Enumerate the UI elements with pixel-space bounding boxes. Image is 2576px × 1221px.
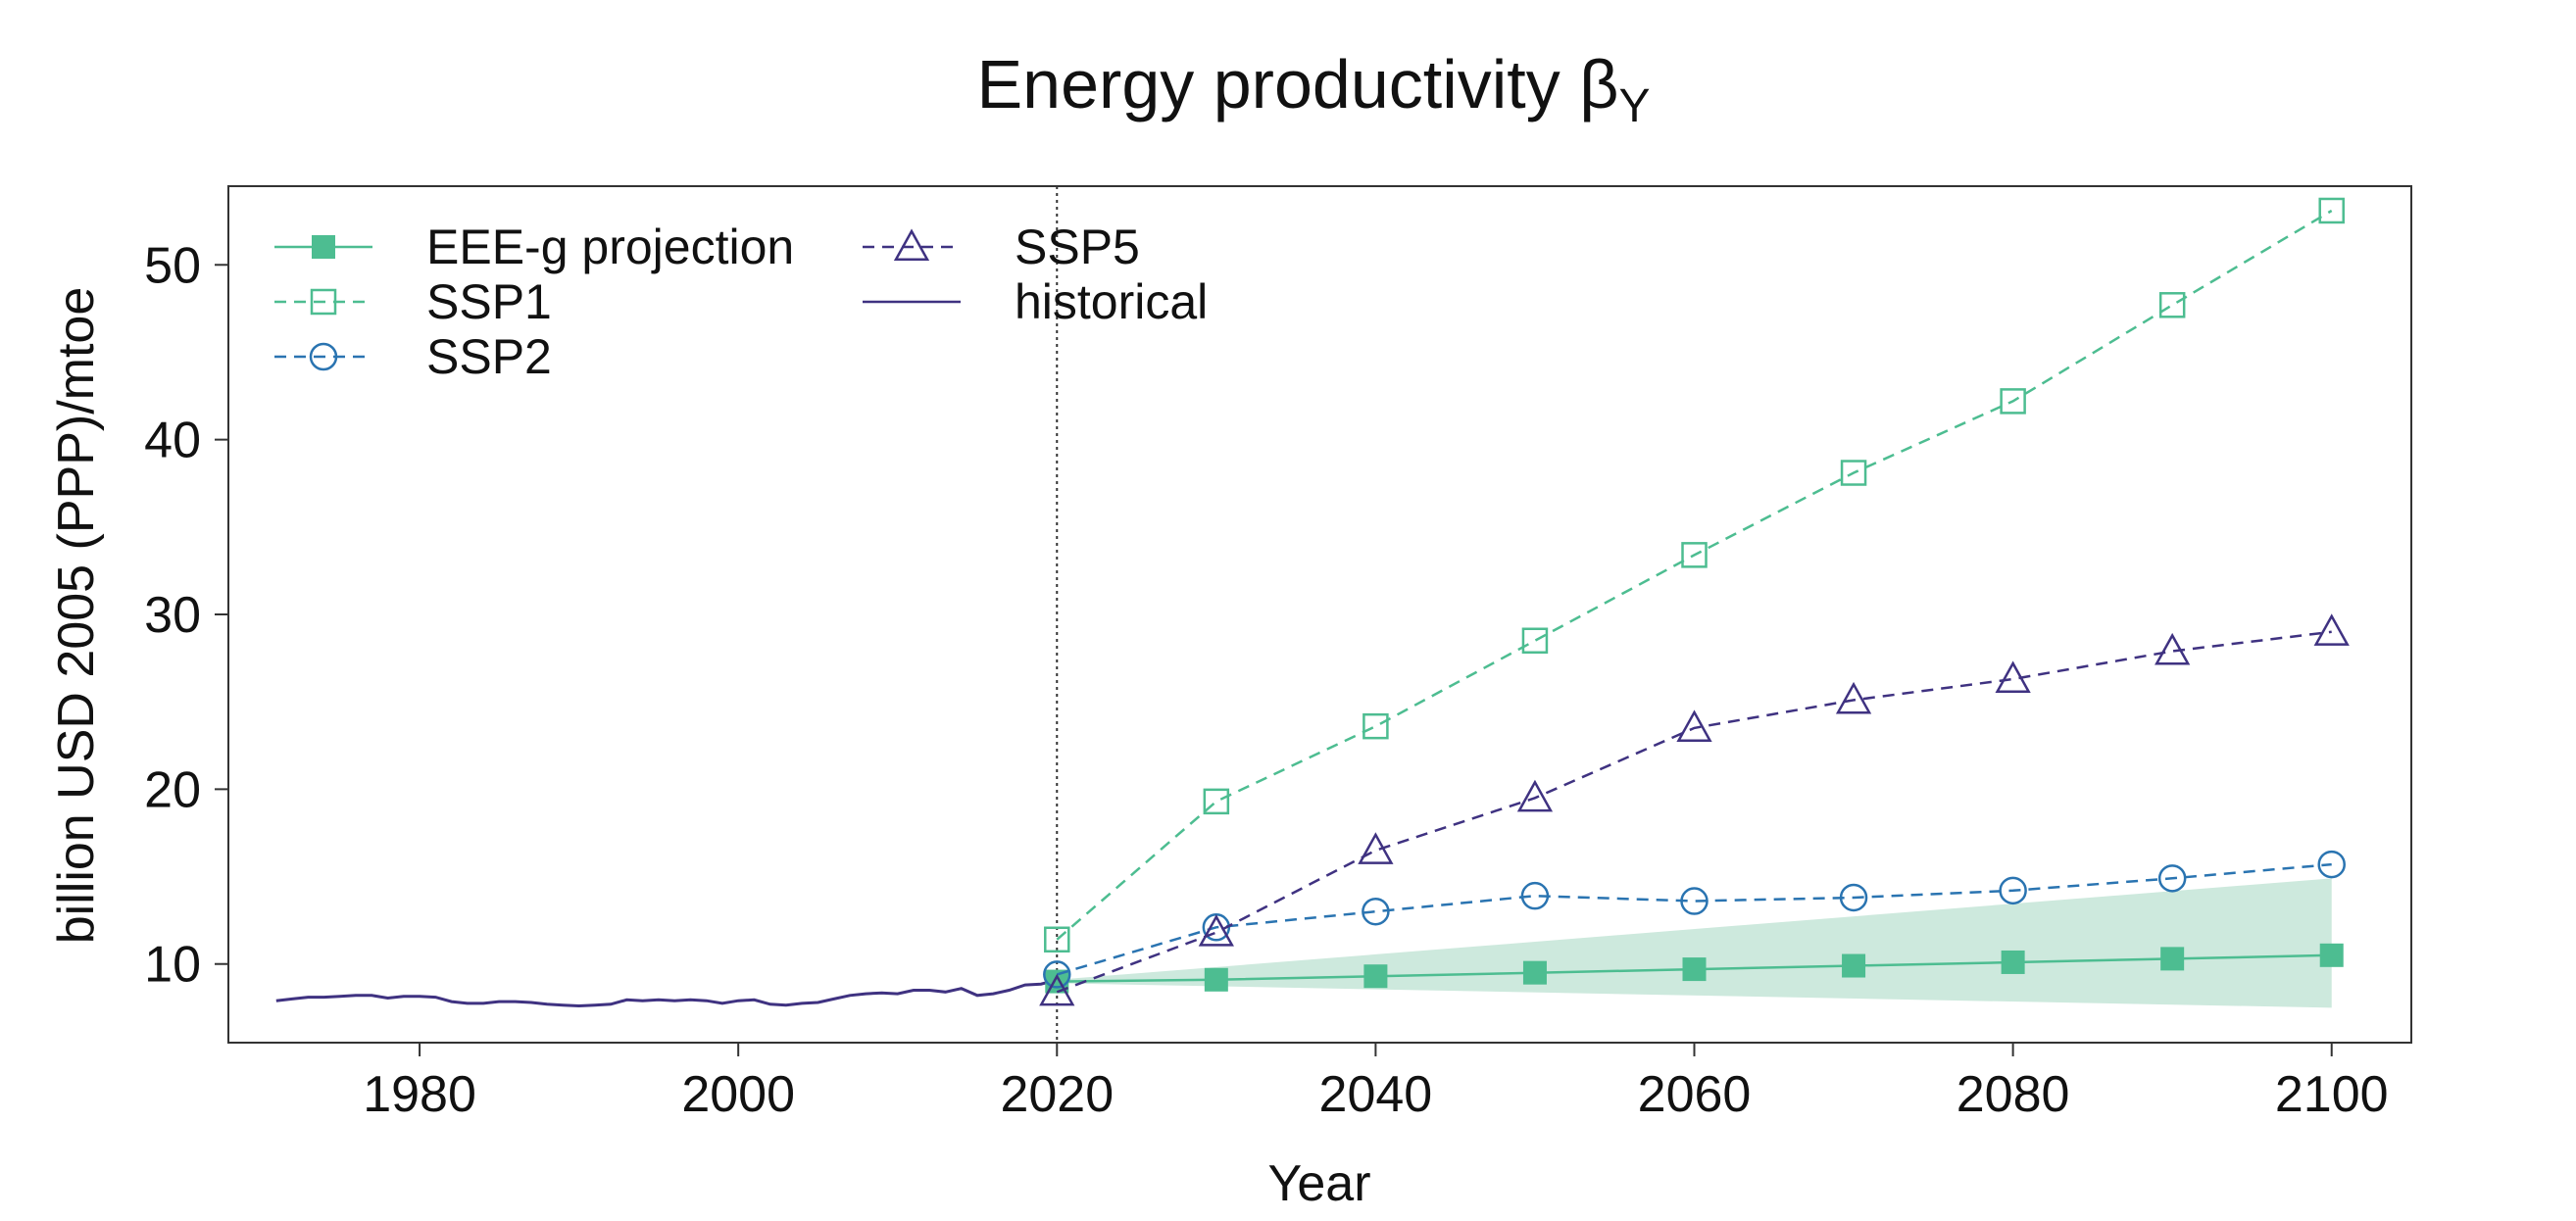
y-tick-label-10: 10	[144, 937, 201, 994]
x-tick-label-2100: 2100	[2275, 1066, 2389, 1123]
series-line-ssp5	[1056, 630, 2332, 994]
x-tick-label-2060: 2060	[1638, 1066, 1752, 1123]
data-point-eee-g-projection-2070	[1842, 953, 1866, 978]
x-tick-label-2040: 2040	[1319, 1066, 1433, 1123]
series-ssp1	[1044, 197, 2345, 953]
legend-label-ssp2: SSP2	[426, 329, 552, 384]
data-point-eee-g-projection-2050	[1522, 960, 1547, 985]
data-point-ssp1-2090	[2158, 292, 2186, 318]
data-point-ssp5-2030	[1198, 914, 1234, 947]
x-tick-label-2000: 2000	[681, 1066, 795, 1123]
y-tick-label-30: 30	[144, 587, 201, 644]
legend-label-ssp5: SSP5	[1015, 220, 1140, 274]
data-point-ssp5-2020	[1039, 973, 1075, 1006]
data-point-ssp5-2060	[1676, 709, 1712, 742]
series-line-historical	[275, 978, 1058, 1008]
y-tick-label-20: 20	[144, 761, 201, 818]
data-point-ssp1-2040	[1362, 712, 1389, 740]
legend-item-ssp2: SSP2	[274, 329, 552, 384]
data-point-ssp1-2030	[1203, 788, 1230, 815]
series-line-ssp2	[1056, 862, 2332, 976]
data-point-eee-g-projection-2100	[2319, 943, 2344, 967]
data-point-ssp2-2060	[1680, 887, 1709, 915]
plot-area	[275, 186, 2350, 1043]
data-point-ssp1-2050	[1521, 627, 1549, 655]
series-historical	[275, 978, 1058, 1008]
data-point-ssp5-2080	[1995, 660, 2031, 694]
data-point-ssp1-2100	[2318, 197, 2345, 224]
y-axis-label: billion USD 2005 (PPP)/mtoe	[48, 287, 105, 945]
data-point-eee-g-projection-2040	[1363, 964, 1388, 989]
legend-swatch-marker-ssp2	[309, 342, 338, 371]
data-point-ssp5-2070	[1835, 681, 1872, 714]
data-point-ssp2-2080	[1999, 876, 2027, 905]
legend-swatch-marker-ssp1	[310, 288, 337, 316]
legend-item-eee-g-projection: EEE-g projection	[274, 220, 794, 274]
data-point-eee-g-projection-2060	[1682, 957, 1707, 982]
legend-item-historical: historical	[863, 274, 1208, 329]
data-point-ssp1-2080	[2000, 388, 2026, 415]
data-point-ssp2-2020	[1043, 960, 1071, 989]
chart-title: Energy productivity βY	[976, 46, 1650, 132]
data-point-ssp2-2040	[1362, 897, 1390, 926]
legend-item-ssp1: SSP1	[274, 274, 552, 329]
series-ssp2	[1043, 850, 2346, 989]
data-point-eee-g-projection-2090	[2160, 947, 2185, 971]
chart-title-subscript: Y	[1618, 80, 1650, 132]
data-point-ssp2-2100	[2317, 850, 2346, 879]
legend-swatch-marker-ssp5	[893, 228, 930, 262]
x-tick-label-2080: 2080	[1957, 1066, 2070, 1123]
series-eee-g-projection	[1045, 943, 2344, 994]
chart-title-main: Energy productivity β	[976, 46, 1618, 122]
legend-label-eee-g-projection: EEE-g projection	[426, 220, 794, 274]
data-point-ssp5-2090	[2155, 632, 2191, 665]
y-tick-label-50: 50	[144, 237, 201, 294]
projection-band	[1057, 878, 2332, 1008]
data-point-ssp2-2070	[1839, 883, 1868, 912]
x-axis-label: Year	[1267, 1155, 1370, 1212]
series-line-ssp1	[1056, 209, 2333, 941]
data-point-eee-g-projection-2030	[1204, 967, 1228, 992]
data-point-eee-g-projection-2080	[2001, 950, 2025, 974]
legend-swatch-marker-eee-g-projection	[312, 235, 335, 259]
y-tick-label-40: 40	[144, 413, 201, 469]
data-point-ssp5-2100	[2313, 613, 2350, 646]
data-point-ssp5-2040	[1358, 832, 1394, 864]
legend-item-ssp5: SSP5	[863, 220, 1140, 274]
data-point-ssp2-2050	[1520, 881, 1550, 910]
data-point-ssp1-2070	[1840, 460, 1867, 486]
series-ssp5	[1039, 613, 2350, 1006]
data-point-ssp1-2020	[1044, 926, 1070, 953]
x-tick-label-1980: 1980	[363, 1066, 476, 1123]
data-point-ssp1-2060	[1681, 542, 1708, 568]
x-tick-label-2020: 2020	[1000, 1066, 1114, 1123]
x-axis: 1980 2000 2020 2040 2060 2080 2100	[363, 1043, 2389, 1123]
legend-label-historical: historical	[1015, 274, 1208, 329]
data-point-ssp5-2050	[1516, 779, 1554, 812]
legend-label-ssp1: SSP1	[426, 274, 552, 329]
y-axis: 10 20 30 40 50	[144, 237, 228, 994]
data-point-ssp2-2090	[2157, 864, 2187, 893]
